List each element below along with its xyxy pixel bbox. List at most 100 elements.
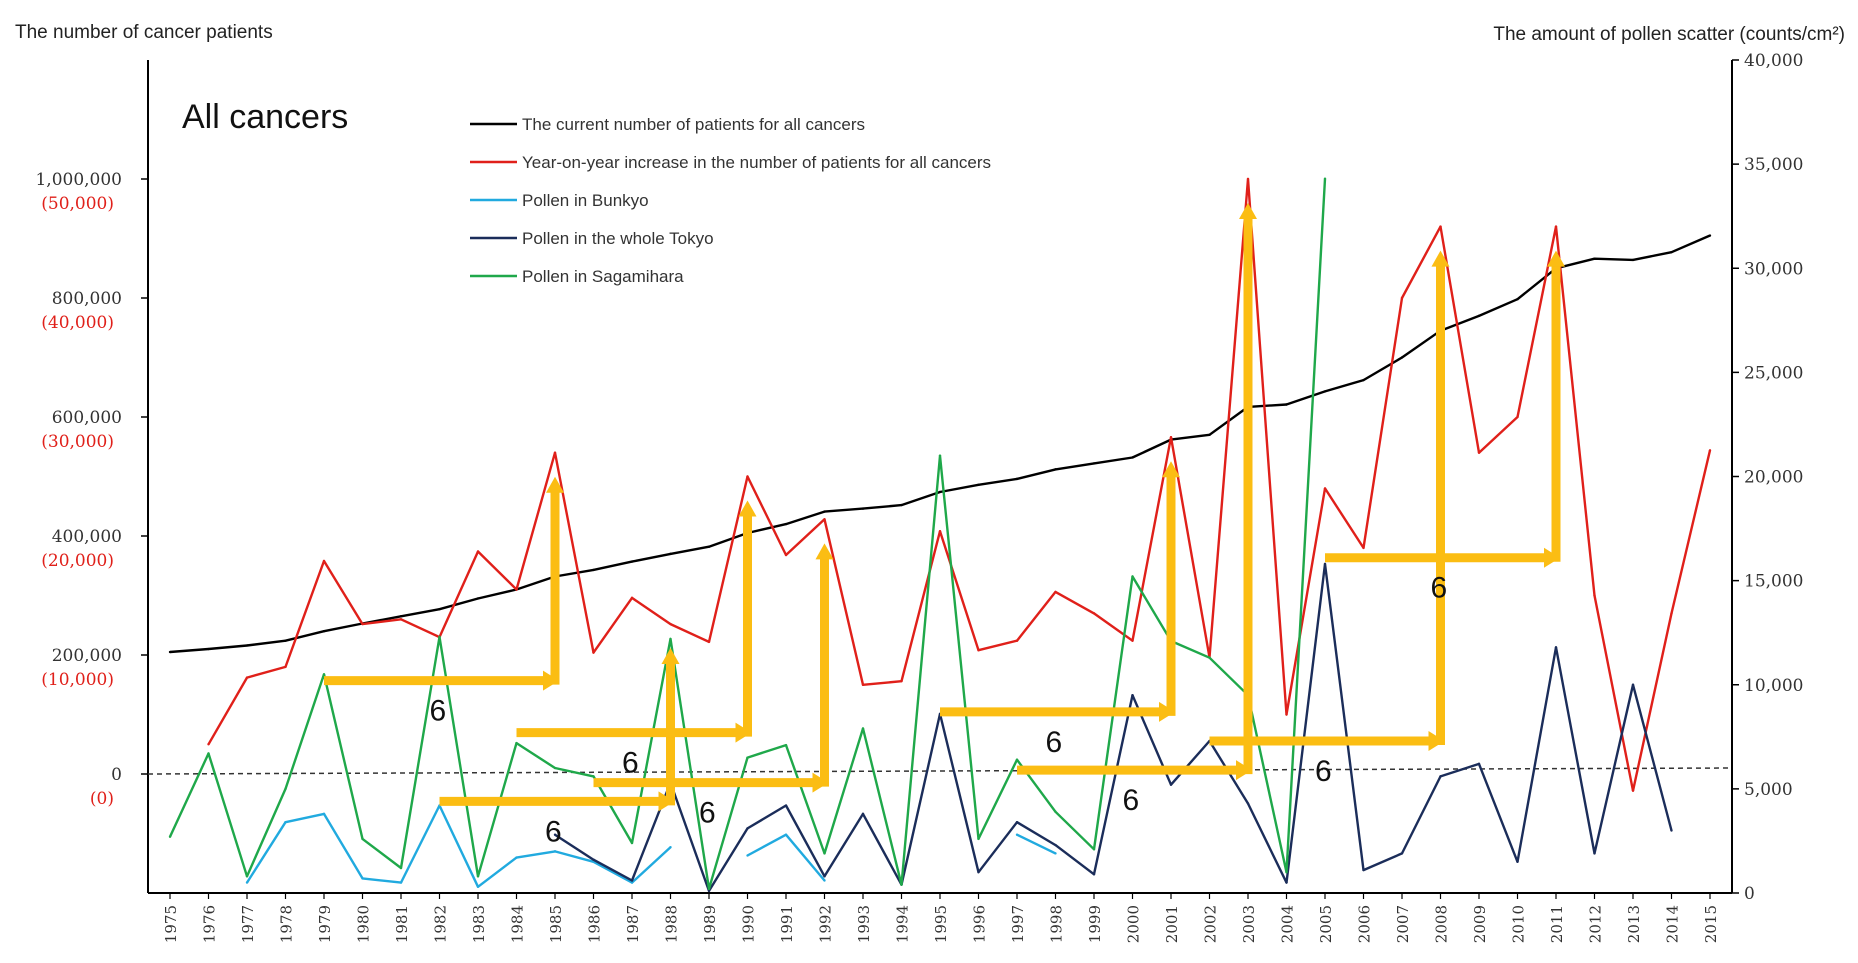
x-tick-label: 1993 [855,905,873,943]
legend-label-total: The current number of patients for all c… [522,115,865,134]
x-tick-label: 2004 [1279,905,1297,943]
x-tick-label: 1976 [201,905,219,943]
right-tick-label: 30,000 [1744,259,1803,279]
legend-label-tokyo: Pollen in the whole Tokyo [522,229,714,248]
x-tick-label: 2008 [1433,905,1451,943]
zero-reference-line [147,767,1733,775]
lag-arrow-label: 6 [1123,784,1140,817]
x-tick-label: 2012 [1587,905,1605,943]
x-tick-label: 2010 [1510,905,1528,943]
series-lines [168,177,1712,893]
series-line-2 [245,804,672,888]
x-tick-label: 1994 [894,905,912,943]
right-axis-title: The amount of pollen scatter (counts/cm²… [1493,24,1845,45]
x-tick-label: 2005 [1317,905,1335,943]
left-tick-label-secondary: (0) [90,789,114,809]
x-tick-label: 2011 [1548,905,1566,943]
x-tick-label: 1992 [817,905,835,943]
left-tick-label-secondary: (40,000) [41,313,114,333]
right-ticks: 0 5,000 10,000 15,000 20,000 25,000 30,000 35,0… [1732,51,1803,904]
legend-label-increase: Year-on-year increase in the number of p… [522,153,991,172]
right-tick-label: 5,000 [1744,780,1793,800]
right-tick-label: 40,000 [1744,51,1803,71]
x-tick-label: 1978 [278,905,296,943]
legend: The current number of patients for all c… [470,115,991,286]
x-tick-label: 1987 [624,905,642,943]
lag-arrow-head-up [815,543,834,560]
x-tick-label: 2007 [1394,905,1412,943]
right-tick-label: 10,000 [1744,676,1803,696]
left-tick-label: 200,000 [52,646,122,666]
lag-arrow-label: 6 [545,815,562,848]
x-tick-label: 2002 [1202,905,1220,943]
x-tick-label: 2013 [1625,905,1643,943]
lag-arrow-label: 6 [1046,726,1063,759]
x-ticks: 1975 1976 1977 1978 1979 1980 1981 1982 1983 1984… [162,893,1720,943]
x-tick-label: 1991 [778,905,796,943]
x-tick-label: 1982 [432,905,450,943]
lag-arrow-head-up [661,648,680,665]
chart-title: All cancers [182,98,348,136]
series-line-1 [207,177,1712,792]
left-tick-label-secondary: (30,000) [41,432,114,452]
lag-arrow-head-up [546,476,564,493]
right-tick-label: 35,000 [1744,155,1803,175]
x-tick-label: 2006 [1356,905,1374,943]
series-line-2 [746,833,826,882]
left-ticks: 0 (0) 200,000 (10,000) 400,000 (20,000) 600,00… [35,170,148,809]
left-tick-label-secondary: (20,000) [41,551,114,571]
x-tick-label: 2003 [1240,905,1258,943]
lag-arrow-head-up [1431,250,1450,267]
x-tick-label: 1998 [1048,905,1066,943]
x-tick-label: 1996 [971,905,989,943]
legend-label-bunkyo: Pollen in Bunkyo [522,191,649,210]
x-tick-label: 2015 [1702,905,1720,943]
lag-arrow-label: 6 [699,797,716,830]
x-tick-label: 1997 [1009,905,1027,943]
x-tick-label: 2000 [1125,905,1143,943]
right-tick-label: 0 [1744,884,1755,904]
x-tick-label: 1983 [470,905,488,943]
left-tick-label: 400,000 [52,527,122,547]
left-axis-title: The number of cancer patients [15,22,273,43]
x-tick-label: 1999 [1086,905,1104,943]
x-tick-label: 1977 [239,905,257,943]
right-tick-label: 15,000 [1744,572,1803,592]
zero-line [147,767,1733,775]
x-tick-label: 1990 [740,905,758,943]
series-line-0 [169,234,1711,654]
lag-arrow-label: 6 [430,695,447,728]
x-tick-label: 1989 [701,905,719,943]
right-tick-label: 25,000 [1744,363,1803,383]
x-tick-label: 1981 [393,905,411,943]
x-tick-label: 2009 [1471,905,1489,943]
lag-arrow-label: 6 [622,747,639,780]
lag-arrow-head-up [1239,203,1257,219]
left-tick-label: 1,000,000 [35,170,122,190]
x-tick-label: 1985 [547,905,565,943]
series-line-2 [1016,833,1057,855]
lag-arrows: 6 6 6 6 6 6 6 6 [324,203,1565,848]
x-tick-label: 2014 [1664,905,1682,943]
left-tick-label: 0 [111,765,122,785]
legend-label-sagamihara: Pollen in Sagamihara [522,267,684,286]
lag-arrow-head-up [1547,250,1565,267]
x-tick-label: 1979 [316,905,334,943]
lag-arrow-head-up [1162,461,1180,478]
left-tick-label-secondary: (10,000) [41,670,114,690]
x-tick-label: 1975 [162,905,180,943]
x-tick-label: 1995 [932,905,950,943]
x-tick-label: 1980 [355,905,373,943]
lag-arrow-label: 6 [1315,755,1332,788]
x-tick-label: 1986 [586,905,604,943]
left-tick-label: 800,000 [52,289,122,309]
series-line-3 [554,562,1673,893]
left-tick-label-secondary: (50,000) [41,194,114,214]
right-tick-label: 20,000 [1744,468,1803,488]
lag-arrow-head-up [738,500,757,517]
left-tick-label: 600,000 [52,408,122,428]
x-tick-label: 2001 [1163,905,1181,943]
x-tick-label: 1984 [509,905,527,943]
series-line-4 [168,178,1327,890]
